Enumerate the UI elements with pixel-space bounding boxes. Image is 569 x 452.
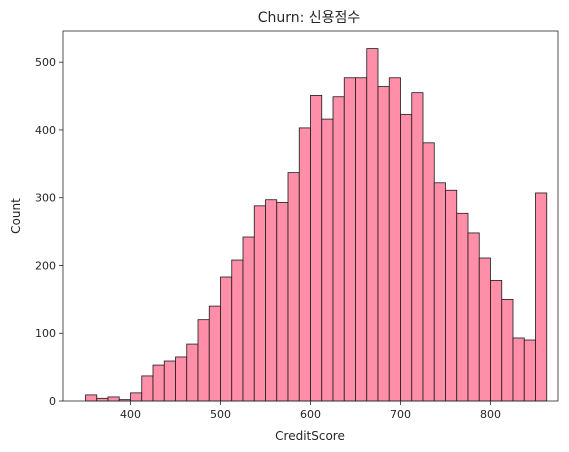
histogram-bar: [501, 298, 514, 402]
histogram-bar: [253, 205, 266, 402]
histogram-bar: [456, 212, 469, 402]
histogram-bar: [163, 360, 176, 402]
histogram-bar: [276, 202, 289, 402]
x-tick-label: 600: [300, 408, 321, 421]
histogram-bar: [85, 394, 98, 402]
histogram-bar: [400, 113, 413, 402]
histogram-bar: [388, 77, 401, 402]
histogram-bar: [512, 337, 525, 402]
histogram-bar: [220, 276, 233, 402]
histogram-bar: [208, 305, 221, 402]
y-tick-label: 300: [35, 192, 56, 205]
x-tick-label: 400: [120, 408, 141, 421]
histogram-bar: [310, 94, 323, 402]
histogram-bar: [377, 86, 390, 402]
bar-group: [85, 48, 548, 402]
histogram-bar: [186, 343, 199, 402]
y-tick-label: 400: [35, 124, 56, 137]
histogram-bar: [130, 392, 143, 402]
histogram-bar: [343, 77, 356, 402]
histogram-bar: [478, 257, 491, 402]
histogram-bar: [107, 396, 120, 402]
y-tick-label: 200: [35, 259, 56, 272]
histogram-bar: [355, 77, 368, 402]
histogram-bar: [175, 356, 188, 402]
histogram-bar: [523, 339, 536, 402]
histogram-bar: [231, 259, 244, 402]
x-axis-label: CreditScore: [275, 429, 345, 443]
histogram-bar: [152, 364, 165, 402]
x-axis-ticks: 400 500 600 700 800: [120, 401, 501, 421]
histogram-bar: [445, 189, 458, 402]
histogram-bar: [321, 118, 334, 402]
histogram-bar: [96, 397, 109, 402]
histogram-bar: [490, 279, 503, 402]
histogram-bar: [265, 199, 278, 402]
x-tick-label: 700: [390, 408, 411, 421]
histogram-bar: [141, 375, 154, 402]
y-axis-label: Count: [9, 198, 23, 234]
histogram-bar: [242, 236, 255, 402]
histogram-bar: [535, 192, 548, 402]
y-tick-label: 500: [35, 56, 56, 69]
histogram-bar: [366, 48, 379, 402]
histogram-bar: [467, 232, 480, 402]
histogram-bar: [197, 319, 210, 402]
histogram-bar: [332, 96, 345, 402]
histogram-bar: [422, 142, 435, 402]
y-tick-label: 100: [35, 327, 56, 340]
x-tick-label: 500: [210, 408, 231, 421]
chart-title: Churn: 신용점수: [258, 10, 361, 26]
x-tick-label: 800: [480, 408, 501, 421]
histogram-bar: [298, 127, 311, 402]
histogram-bar: [411, 92, 424, 402]
histogram-bar: [287, 172, 300, 402]
y-tick-label: 0: [49, 395, 56, 408]
y-axis-ticks: 0 100 200 300 400 500: [35, 56, 63, 408]
histogram-bar: [433, 182, 446, 402]
